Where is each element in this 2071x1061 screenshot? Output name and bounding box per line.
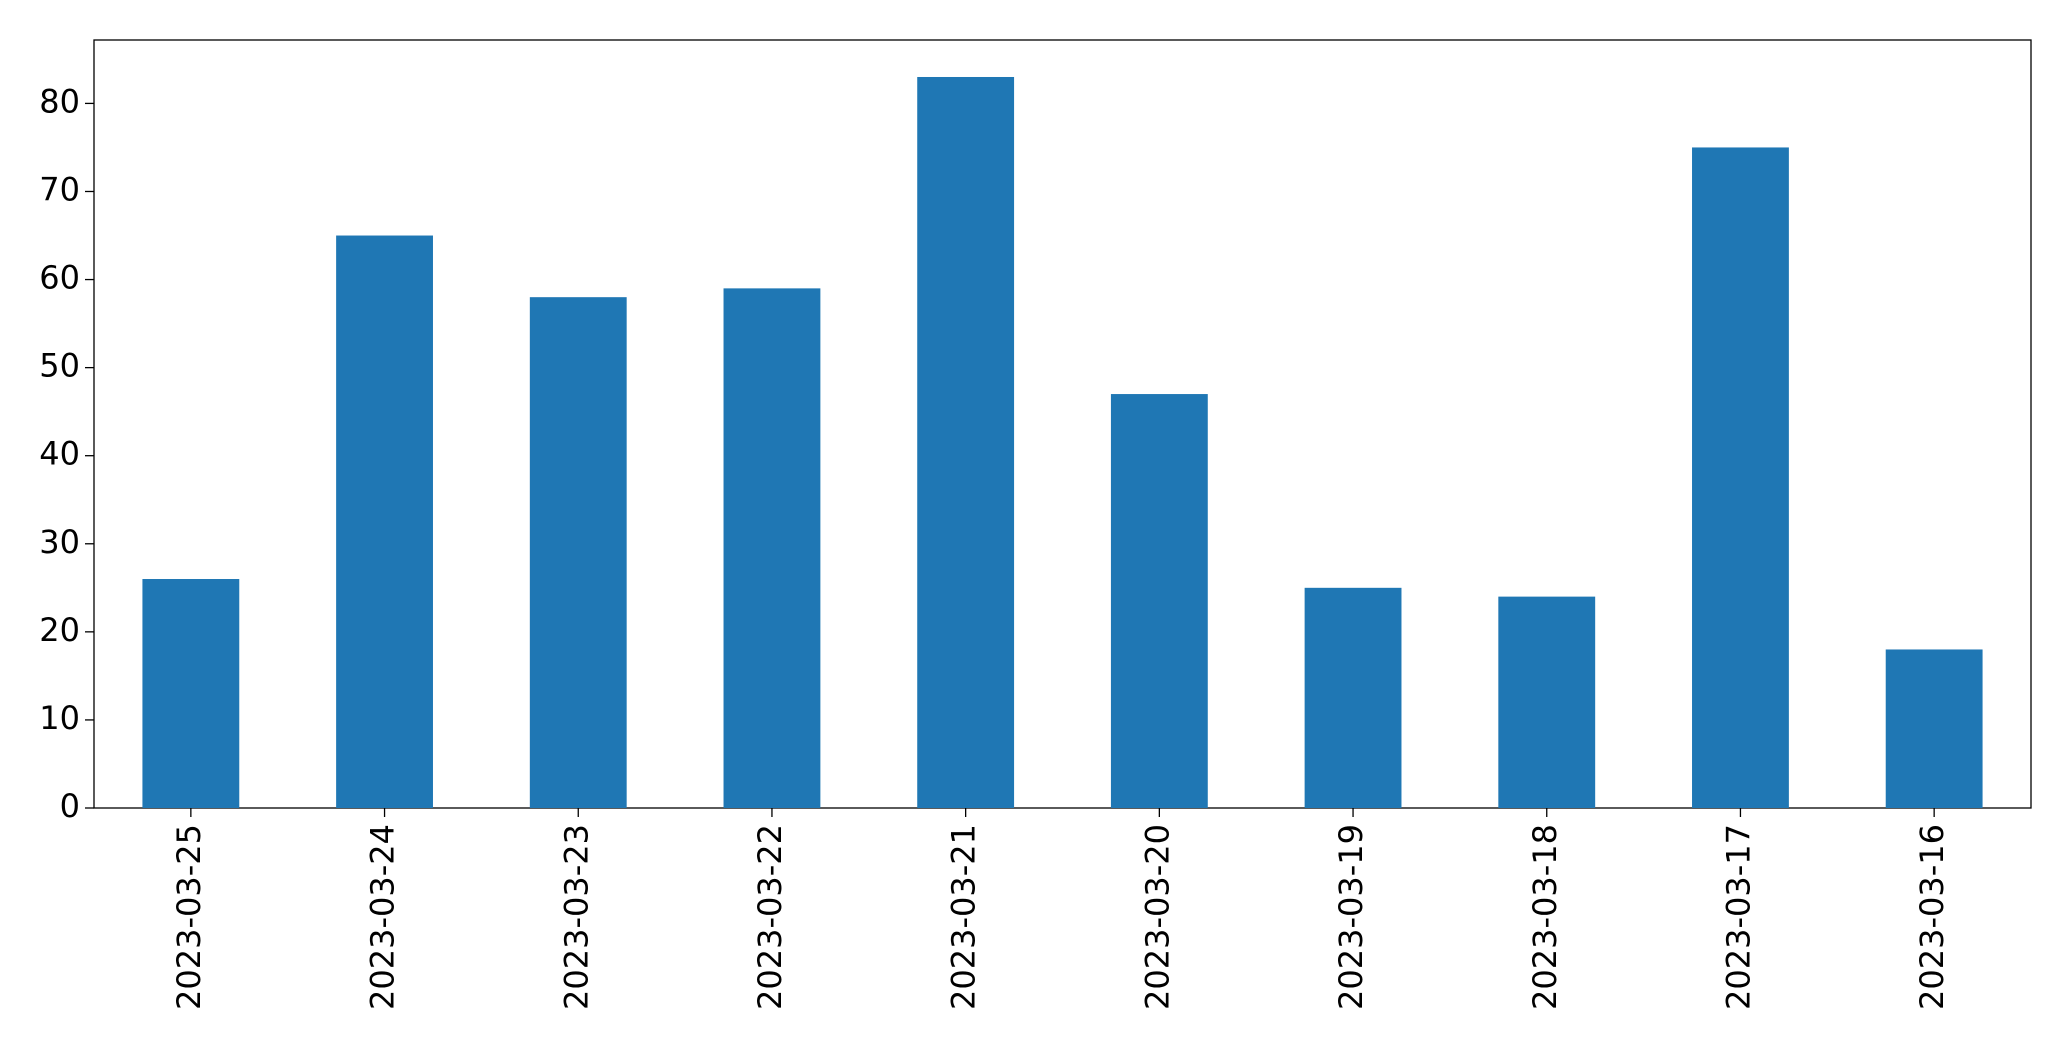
- bar: [1304, 587, 1402, 808]
- bar: [336, 235, 433, 808]
- bar: [723, 288, 821, 809]
- bar: [142, 579, 240, 808]
- y-tick-label: 50: [39, 347, 80, 385]
- y-tick-label: 80: [39, 82, 80, 120]
- x-tick-label: 2023-03-24: [364, 824, 402, 1010]
- bar: [917, 76, 1015, 808]
- x-tick-label: 2023-03-18: [1526, 824, 1564, 1010]
- x-tick-label: 2023-03-16: [1913, 824, 1951, 1010]
- y-tick-label: 10: [39, 699, 80, 737]
- bar: [1885, 649, 1983, 808]
- y-tick-label: 60: [39, 259, 80, 297]
- bar: [1110, 394, 1208, 808]
- bar: [1498, 596, 1596, 808]
- x-tick-label: 2023-03-23: [557, 824, 595, 1010]
- x-tick-label: 2023-03-19: [1332, 824, 1370, 1010]
- y-tick-label: 0: [60, 787, 80, 825]
- y-tick-label: 70: [39, 170, 80, 208]
- x-tick-label: 2023-03-17: [1719, 824, 1757, 1010]
- x-tick-label: 2023-03-21: [945, 824, 983, 1010]
- x-tick-label: 2023-03-22: [751, 824, 789, 1010]
- y-tick-label: 30: [39, 523, 80, 561]
- plot-frame: [93, 39, 2032, 809]
- y-tick-label: 20: [39, 611, 80, 649]
- y-tick-label: 40: [39, 435, 80, 473]
- bar: [1692, 147, 1789, 809]
- bar: [529, 297, 627, 808]
- x-tick-label: 2023-03-20: [1138, 824, 1176, 1010]
- x-tick-label: 2023-03-25: [170, 824, 208, 1010]
